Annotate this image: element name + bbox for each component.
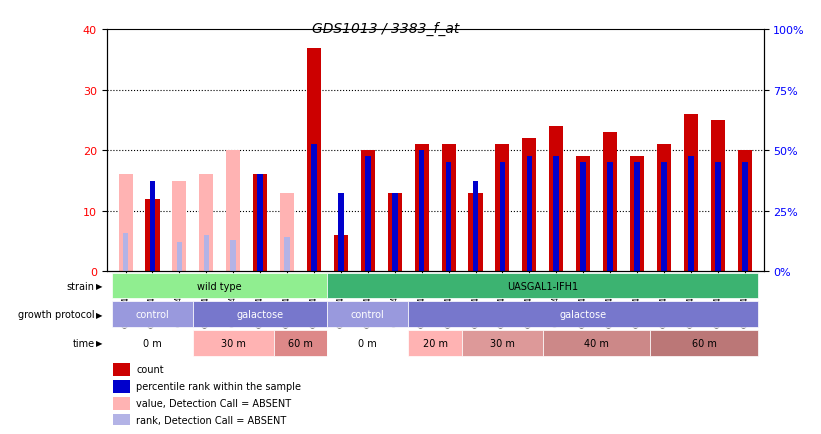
Bar	[522, 139, 536, 272]
Bar	[688, 157, 694, 272]
Bar	[580, 163, 586, 272]
Text: 30 m: 30 m	[221, 338, 245, 348]
Bar	[408, 330, 462, 356]
Bar	[392, 193, 397, 272]
Text: ▶: ▶	[96, 339, 103, 348]
Bar	[576, 157, 590, 272]
Bar	[711, 121, 725, 272]
Bar	[737, 151, 752, 272]
Bar	[311, 145, 317, 272]
Text: rank, Detection Call = ABSENT: rank, Detection Call = ABSENT	[136, 415, 287, 425]
Bar	[446, 163, 452, 272]
Bar	[408, 302, 758, 327]
Text: time: time	[72, 338, 94, 348]
Bar	[495, 145, 510, 272]
Bar	[193, 302, 328, 327]
Text: percentile rank within the sample: percentile rank within the sample	[136, 381, 301, 391]
Bar	[328, 330, 408, 356]
Bar	[661, 163, 667, 272]
Text: ▶: ▶	[96, 281, 103, 290]
Bar	[549, 127, 563, 272]
Bar	[200, 175, 213, 272]
Bar	[113, 364, 130, 376]
Bar	[526, 157, 532, 272]
Bar	[204, 235, 209, 272]
Bar	[650, 330, 758, 356]
Bar	[365, 157, 370, 272]
Bar	[226, 151, 241, 272]
Bar	[284, 238, 290, 272]
Bar	[630, 157, 644, 272]
Bar	[328, 302, 408, 327]
Bar	[388, 193, 401, 272]
Text: 60 m: 60 m	[288, 338, 313, 348]
Bar	[123, 233, 128, 272]
Text: growth protocol: growth protocol	[18, 309, 94, 319]
Bar	[360, 151, 375, 272]
Bar	[462, 330, 543, 356]
Text: 30 m: 30 m	[490, 338, 515, 348]
Bar	[112, 302, 193, 327]
Bar	[684, 115, 698, 272]
Bar	[328, 273, 758, 299]
Text: 0 m: 0 m	[143, 338, 162, 348]
Text: 40 m: 40 m	[585, 338, 609, 348]
Text: value, Detection Call = ABSENT: value, Detection Call = ABSENT	[136, 398, 291, 408]
Bar	[112, 330, 193, 356]
Bar	[113, 381, 130, 393]
Text: ▶: ▶	[96, 310, 103, 319]
Bar	[634, 163, 640, 272]
Bar	[253, 175, 267, 272]
Bar	[145, 199, 159, 272]
Text: galactose: galactose	[560, 309, 607, 319]
Bar	[280, 193, 294, 272]
Bar	[553, 157, 559, 272]
Bar	[338, 193, 344, 272]
Text: strain: strain	[67, 281, 94, 291]
Bar	[113, 414, 130, 427]
Text: galactose: galactose	[236, 309, 284, 319]
Bar	[177, 243, 182, 272]
Bar	[193, 330, 273, 356]
Bar	[172, 181, 186, 272]
Bar	[473, 181, 479, 272]
Text: control: control	[351, 309, 385, 319]
Bar	[149, 181, 155, 272]
Bar	[742, 163, 747, 272]
Bar	[113, 398, 130, 410]
Text: 20 m: 20 m	[423, 338, 447, 348]
Bar	[307, 49, 321, 272]
Text: wild type: wild type	[198, 281, 242, 291]
Bar	[500, 163, 505, 272]
Bar	[415, 145, 429, 272]
Bar	[118, 175, 133, 272]
Bar	[419, 151, 424, 272]
Text: control: control	[135, 309, 169, 319]
Text: GDS1013 / 3383_f_at: GDS1013 / 3383_f_at	[312, 22, 460, 36]
Text: UASGAL1-IFH1: UASGAL1-IFH1	[507, 281, 578, 291]
Bar	[112, 273, 328, 299]
Text: count: count	[136, 364, 164, 374]
Bar	[715, 163, 721, 272]
Bar	[657, 145, 671, 272]
Bar	[469, 193, 483, 272]
Bar	[231, 240, 236, 272]
Bar	[273, 330, 328, 356]
Bar	[608, 163, 613, 272]
Bar	[442, 145, 456, 272]
Text: 0 m: 0 m	[359, 338, 377, 348]
Bar	[334, 235, 348, 272]
Bar	[543, 330, 650, 356]
Text: 60 m: 60 m	[692, 338, 717, 348]
Bar	[603, 133, 617, 272]
Bar	[257, 175, 263, 272]
